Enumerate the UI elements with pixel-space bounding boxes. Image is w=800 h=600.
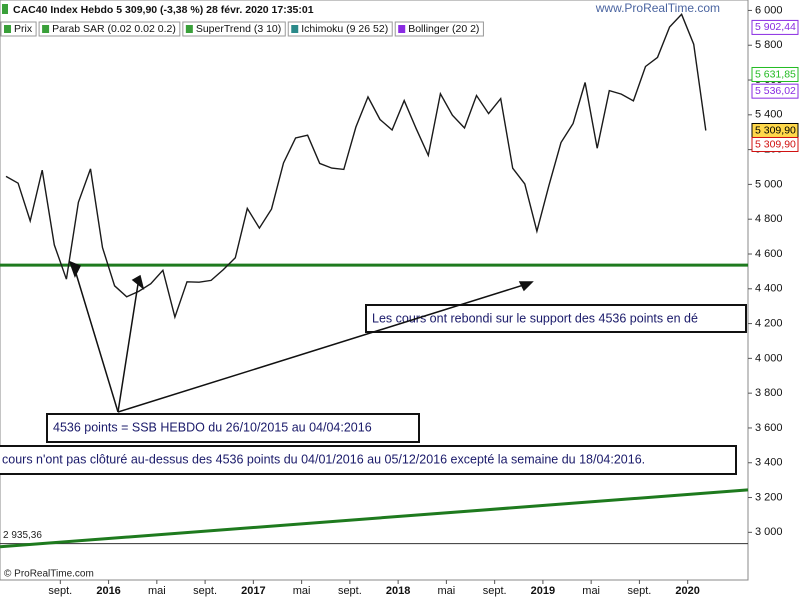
y-tick-label: 3 000 xyxy=(755,526,783,538)
trendline xyxy=(0,488,749,549)
x-tick-label: 2017 xyxy=(241,585,265,597)
x-tick-label: 2016 xyxy=(96,585,120,597)
price-label-box xyxy=(751,83,799,99)
y-tick-label: 4 400 xyxy=(755,283,783,295)
chart-title: CAC40 Index Hebdo 5 309,90 (-3,38 %) 28 … xyxy=(13,4,314,16)
legend: Prix Parab SAR (0.02 0.02 0.2) SuperTrend … xyxy=(0,21,484,37)
y-tick-label: 3 200 xyxy=(755,491,783,503)
legend-frame xyxy=(287,21,393,37)
y-tick-label: 3 600 xyxy=(755,422,783,434)
y-tick-label: 4 800 xyxy=(755,213,783,225)
y-tick-label: 3 400 xyxy=(755,457,783,469)
legend-label: Prix xyxy=(14,23,33,35)
price-label-box xyxy=(751,19,799,35)
y-tick-label: 4 000 xyxy=(755,352,783,364)
legend-frame xyxy=(38,21,181,37)
y-tick-label: 4 600 xyxy=(755,248,783,260)
watermark: www.ProRealTime.com xyxy=(595,1,720,15)
arrow xyxy=(117,283,139,413)
legend-swatch xyxy=(185,25,193,33)
x-tick-label: sept. xyxy=(627,585,651,597)
arrows xyxy=(68,260,534,413)
annotation: cours n'ont pas clôturé au-dessus des 45… xyxy=(2,452,645,466)
arrow xyxy=(117,282,531,413)
legend-label: Parab SAR (0.02 0.02 0.2) xyxy=(52,23,176,35)
x-tick-label: 2020 xyxy=(675,585,699,597)
y-tick-label: 5 800 xyxy=(755,39,783,51)
x-tick-label: 2019 xyxy=(531,585,555,597)
x-tick-label: mai xyxy=(438,585,456,597)
y-tick-label: 5 000 xyxy=(755,178,783,190)
level-label: 2 935,36 xyxy=(3,530,42,541)
legend-swatch xyxy=(398,25,406,33)
legend-swatch xyxy=(42,25,50,33)
title-icon xyxy=(2,4,8,14)
price-label-box xyxy=(751,66,799,82)
x-tick-label: sept. xyxy=(483,585,507,597)
y-tick-label: 5 400 xyxy=(755,109,783,121)
legend-swatch xyxy=(4,25,11,33)
annotation: 4536 points = SSB HEBDO du 26/10/2015 au… xyxy=(53,420,372,434)
price-label: 5 309,90 xyxy=(755,124,796,136)
legend-frame xyxy=(394,21,484,37)
annotation-frame xyxy=(365,304,747,333)
price-label-box xyxy=(751,136,799,152)
y-tick-label: 4 200 xyxy=(755,317,783,329)
legend-swatch xyxy=(291,25,299,33)
x-tick-label: sept. xyxy=(48,585,72,597)
annotation: Les cours ont rebondi sur le support des… xyxy=(372,311,698,325)
x-tick-label: mai xyxy=(582,585,600,597)
plot: 3 000 3 200 3 400 3 600 3 800 4 000 4 200 4 400… xyxy=(0,4,799,597)
legend-label: Ichimoku (9 26 52) xyxy=(301,23,388,35)
annotation-frame xyxy=(0,445,737,475)
legend-frame xyxy=(182,21,286,37)
annotation-frame xyxy=(46,413,420,443)
price-label: 5 902,44 xyxy=(755,21,796,33)
arrow xyxy=(74,269,119,413)
arrow-head xyxy=(68,260,534,292)
price-label: 5 309,90 xyxy=(755,138,796,150)
legend-label: SuperTrend (3 10) xyxy=(196,23,281,35)
x-tick-label: mai xyxy=(148,585,166,597)
copyright: © ProRealTime.com xyxy=(4,569,94,580)
x-tick-label: 2018 xyxy=(386,585,410,597)
legend-frame xyxy=(0,21,37,37)
y-tick-label: 3 800 xyxy=(755,387,783,399)
annotation-box: 4536 points = SSB HEBDO du 26/10/2015 au… xyxy=(46,413,420,443)
x-tick-label: sept. xyxy=(338,585,362,597)
annotation-box: cours n'ont pas clôturé au-dessus des 45… xyxy=(0,445,737,475)
price-line xyxy=(5,13,707,320)
x-tick-label: sept. xyxy=(193,585,217,597)
price-label: 5 631,85 xyxy=(755,68,796,80)
annotation-box: Les cours ont rebondi sur le support des… xyxy=(365,304,747,333)
price-label: 5 536,02 xyxy=(755,85,796,97)
y-tick-label: 6 000 xyxy=(755,4,783,16)
x-tick-label: mai xyxy=(293,585,311,597)
legend-label: Bollinger (20 2) xyxy=(408,23,479,35)
